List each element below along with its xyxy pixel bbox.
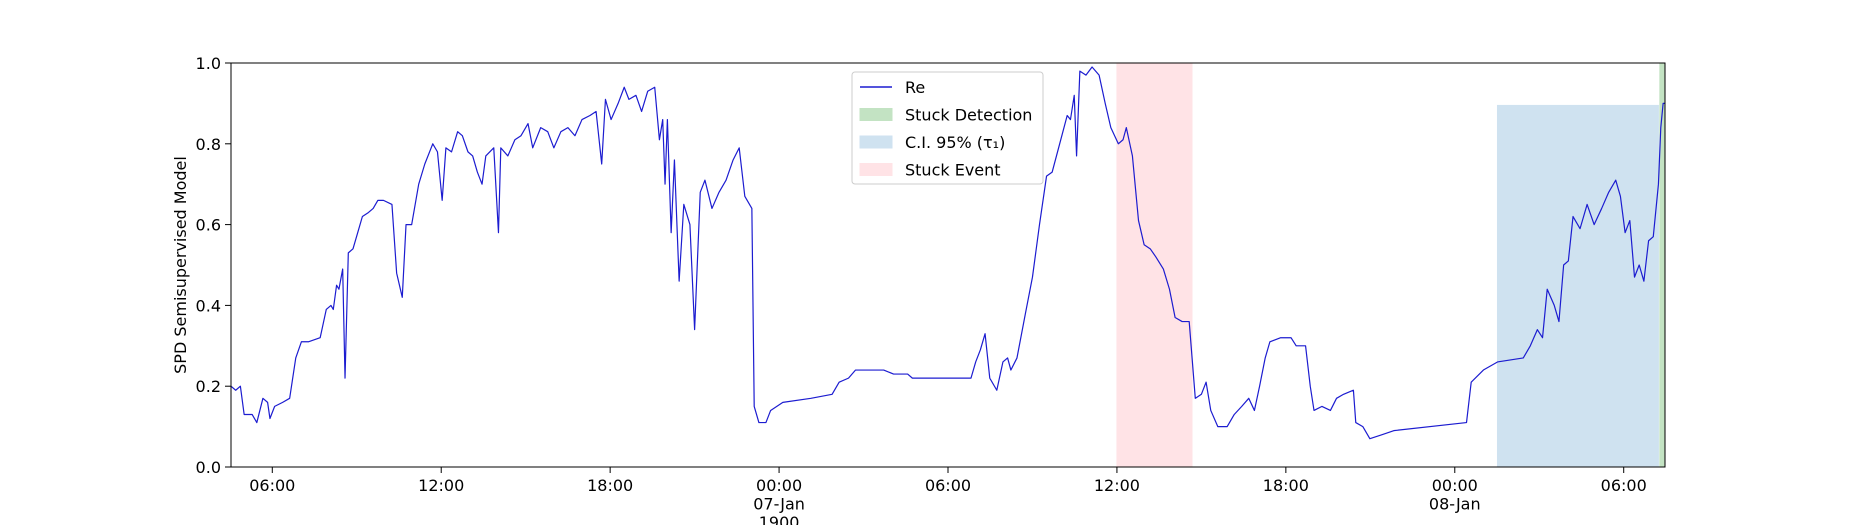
span — [1496, 104, 1659, 468]
x-tick-label: 18:00 — [587, 476, 633, 495]
x-tick-label: 12:00 — [418, 476, 464, 495]
y-tick-label: 0.0 — [196, 458, 221, 477]
y-tick-label: 1.0 — [196, 54, 221, 73]
legend-label: Re — [905, 78, 925, 97]
x-tick-label: 00:00 07-Jan 1900 — [753, 476, 805, 525]
legend-frame — [851, 71, 1044, 185]
legend: Re Stuck Detection C.I. 95% (τ₁) Stuck Even… — [851, 71, 1044, 185]
x-tick-label: 06:00 — [1601, 476, 1647, 495]
y-tick-label: 0.4 — [196, 296, 221, 315]
x-tick-label: 12:00 — [1094, 476, 1140, 495]
span — [1116, 62, 1193, 468]
data-line — [230, 66, 1665, 440]
x-tick-label: 18:00 — [1263, 476, 1309, 495]
x-tick-label: 06:00 — [249, 476, 295, 495]
x-tick-label: 00:00 08-Jan — [1429, 476, 1481, 513]
legend-label: Stuck Event — [905, 161, 1001, 180]
y-tick-label: 0.2 — [196, 377, 221, 396]
legend-label: Stuck Detection — [905, 106, 1032, 125]
y-tick-label: 0.8 — [196, 135, 221, 154]
y-tick-label: 0.6 — [196, 216, 221, 235]
x-tick-label: 06:00 — [925, 476, 971, 495]
legend-swatch — [859, 135, 893, 149]
legend-label: C.I. 95% (τ₁) — [905, 133, 1005, 152]
legend-swatch — [859, 163, 893, 176]
legend-swatch — [859, 108, 893, 121]
y-axis-label: SPD Semisupervised Model — [171, 156, 190, 374]
